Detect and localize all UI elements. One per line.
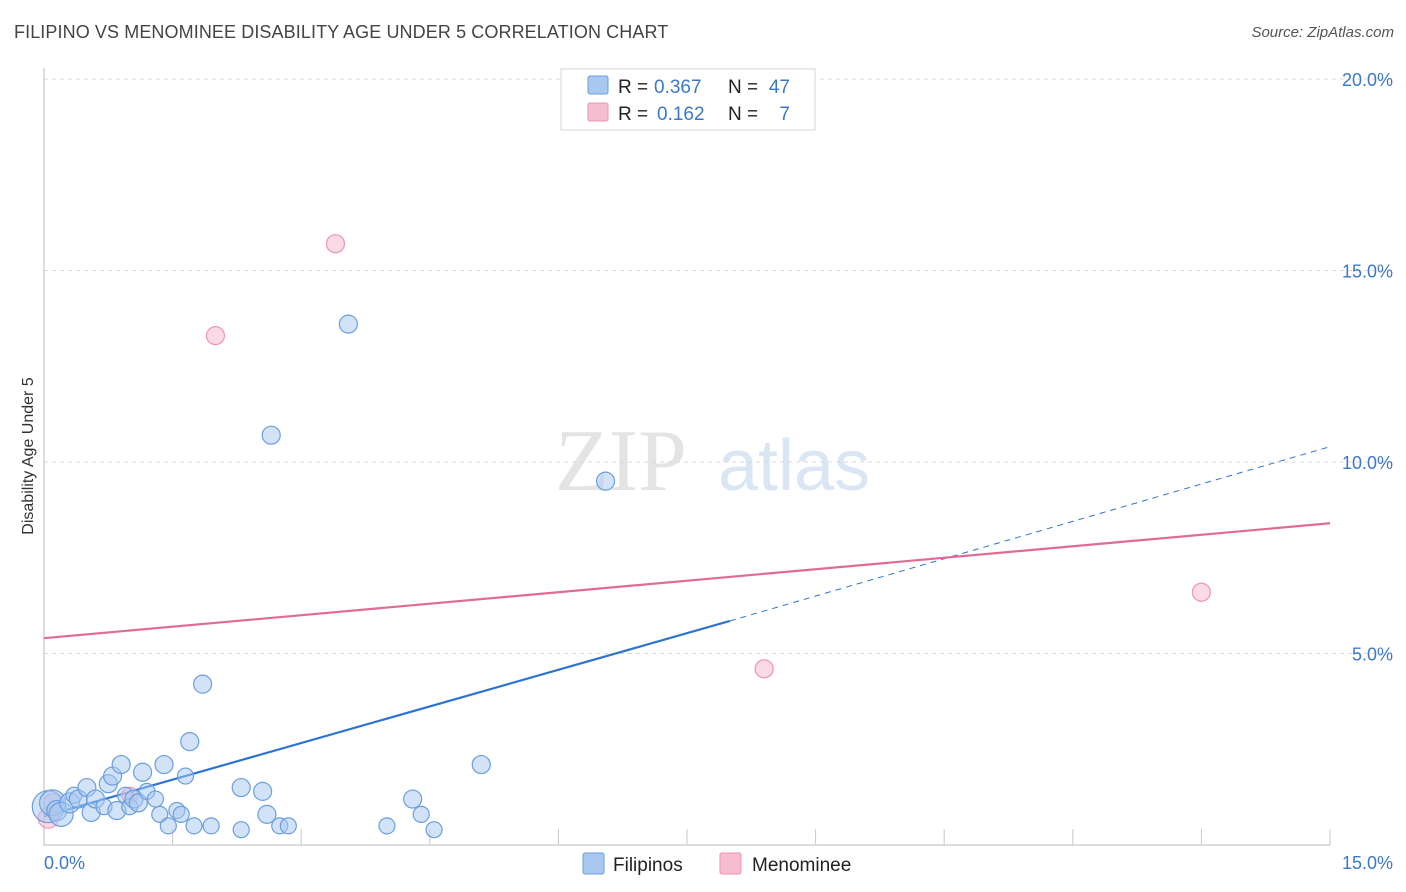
filipinos-point [111, 754, 131, 775]
filipinos-point [185, 817, 203, 835]
filipinos-point [425, 821, 443, 839]
filipinos-point [180, 731, 200, 752]
legend-r-value-2: 0.162 [657, 104, 705, 125]
filipinos-point [338, 314, 358, 334]
source-label: Source: ZipAtlas.com [1251, 24, 1394, 41]
legend-n-value-1: 47 [769, 77, 790, 98]
filipinos-point [412, 805, 430, 823]
filipinos-points [31, 314, 616, 839]
menominee-point [205, 326, 226, 346]
legend-r-label-2: R = [618, 104, 648, 125]
axes [43, 68, 1330, 846]
filipinos-point [595, 471, 616, 491]
filipinos-point [261, 425, 281, 445]
y-axis-title: Disability Age Under 5 [20, 377, 37, 535]
menominee-point [754, 659, 774, 679]
legend-n-label-2: N = [728, 104, 758, 125]
menominee-trend-line [43, 522, 1331, 640]
menominee-point [1191, 582, 1212, 602]
filipinos-point [279, 817, 297, 835]
menominee-point [325, 234, 346, 254]
chart-title: FILIPINO VS MENOMINEE DISABILITY AGE UND… [14, 22, 669, 42]
filipinos-trend-extension [729, 446, 1331, 622]
filipinos-point [378, 817, 396, 835]
filipinos-series-label: Filipinos [613, 855, 683, 876]
stats-legend: R = 0.367 N = 47 R = 0.162 N = 7 [560, 68, 816, 131]
menominee-points [37, 234, 1212, 829]
filipinos-point [232, 821, 250, 839]
filipinos-point [176, 767, 195, 785]
y-tick-label: 15.0% [1342, 262, 1393, 282]
legend-n-label-1: N = [728, 77, 758, 98]
filipinos-point [257, 804, 277, 824]
trend-lines [43, 446, 1331, 818]
menominee-legend-swatch [587, 102, 609, 122]
menominee-series-label: Menominee [752, 855, 851, 876]
filipinos-point [154, 754, 174, 775]
filipinos-point [151, 805, 169, 823]
x-tick-label-max: 15.0% [1342, 853, 1393, 873]
watermark-atlas: atlas [718, 426, 870, 506]
y-tick-labels: 5.0% 10.0% 15.0% 20.0% [1342, 70, 1393, 665]
grid [44, 78, 1393, 654]
filipinos-point [403, 789, 423, 809]
filipinos-point [202, 817, 220, 835]
legend-n-value-2: 7 [779, 104, 790, 125]
filipinos-point [193, 674, 213, 694]
legend-r-label-1: R = [618, 77, 648, 98]
x-ticks [172, 829, 1331, 845]
y-tick-label: 5.0% [1352, 645, 1393, 665]
y-tick-label: 20.0% [1342, 70, 1393, 90]
filipinos-point [159, 817, 177, 835]
x-tick-label-min: 0.0% [44, 853, 85, 873]
filipinos-trend-line [43, 619, 731, 818]
filipinos-point [231, 777, 251, 798]
filipinos-point [253, 781, 273, 801]
y-tick-label: 10.0% [1342, 453, 1393, 473]
menominee-series-swatch [719, 852, 742, 875]
legend-r-value-1: 0.367 [654, 77, 702, 98]
watermark: ZIP atlas [555, 413, 870, 510]
series-legend: Filipinos Menominee [582, 852, 851, 876]
filipinos-point [471, 754, 491, 775]
filipinos-point [146, 790, 165, 808]
filipinos-point [132, 762, 153, 782]
filipinos-point [172, 805, 190, 823]
filipinos-series-swatch [582, 852, 605, 875]
filipinos-legend-swatch [587, 75, 609, 95]
